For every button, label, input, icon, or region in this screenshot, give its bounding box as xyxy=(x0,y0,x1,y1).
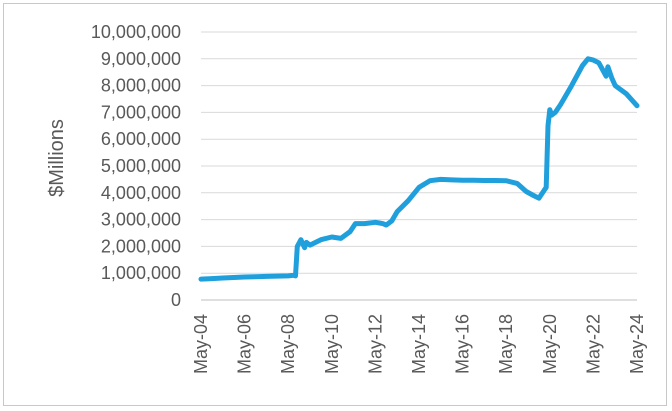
x-tick-label: May-12 xyxy=(365,314,385,374)
y-axis: 0 1,000,000 2,000,000 3,000,000 4,000,000 5,0… xyxy=(91,22,181,310)
x-tick-label: May-04 xyxy=(191,314,211,374)
x-tick-label: May-10 xyxy=(322,314,342,374)
y-tick-label: 10,000,000 xyxy=(91,22,181,42)
y-tick-label: 5,000,000 xyxy=(101,156,181,176)
x-tick-label: May-08 xyxy=(278,314,298,374)
x-tick-label: May-22 xyxy=(583,314,603,374)
y-tick-label: 9,000,000 xyxy=(101,49,181,69)
y-tick-label: 0 xyxy=(171,290,181,310)
x-tick-label: May-06 xyxy=(235,314,255,374)
y-tick-label: 8,000,000 xyxy=(101,76,181,96)
x-tick-label: May-14 xyxy=(409,314,429,374)
x-axis: May-04 May-06 May-08 May-10 May-12 May-14 May-… xyxy=(191,314,647,374)
series-line xyxy=(198,56,640,282)
y-axis-title: $Millions xyxy=(46,119,68,197)
x-tick-label: May-24 xyxy=(627,314,647,374)
y-tick-label: 6,000,000 xyxy=(101,129,181,149)
y-tick-label: 2,000,000 xyxy=(101,236,181,256)
y-tick-label: 7,000,000 xyxy=(101,102,181,122)
grid xyxy=(201,31,637,301)
y-tick-label: 4,000,000 xyxy=(101,183,181,203)
x-tick-label: May-16 xyxy=(453,314,473,374)
x-tick-label: May-18 xyxy=(496,314,516,374)
series xyxy=(198,56,640,282)
x-tick-label: May-20 xyxy=(540,314,560,374)
chart-frame xyxy=(3,3,667,406)
y-tick-label: 1,000,000 xyxy=(101,263,181,283)
y-tick-label: 3,000,000 xyxy=(101,210,181,230)
